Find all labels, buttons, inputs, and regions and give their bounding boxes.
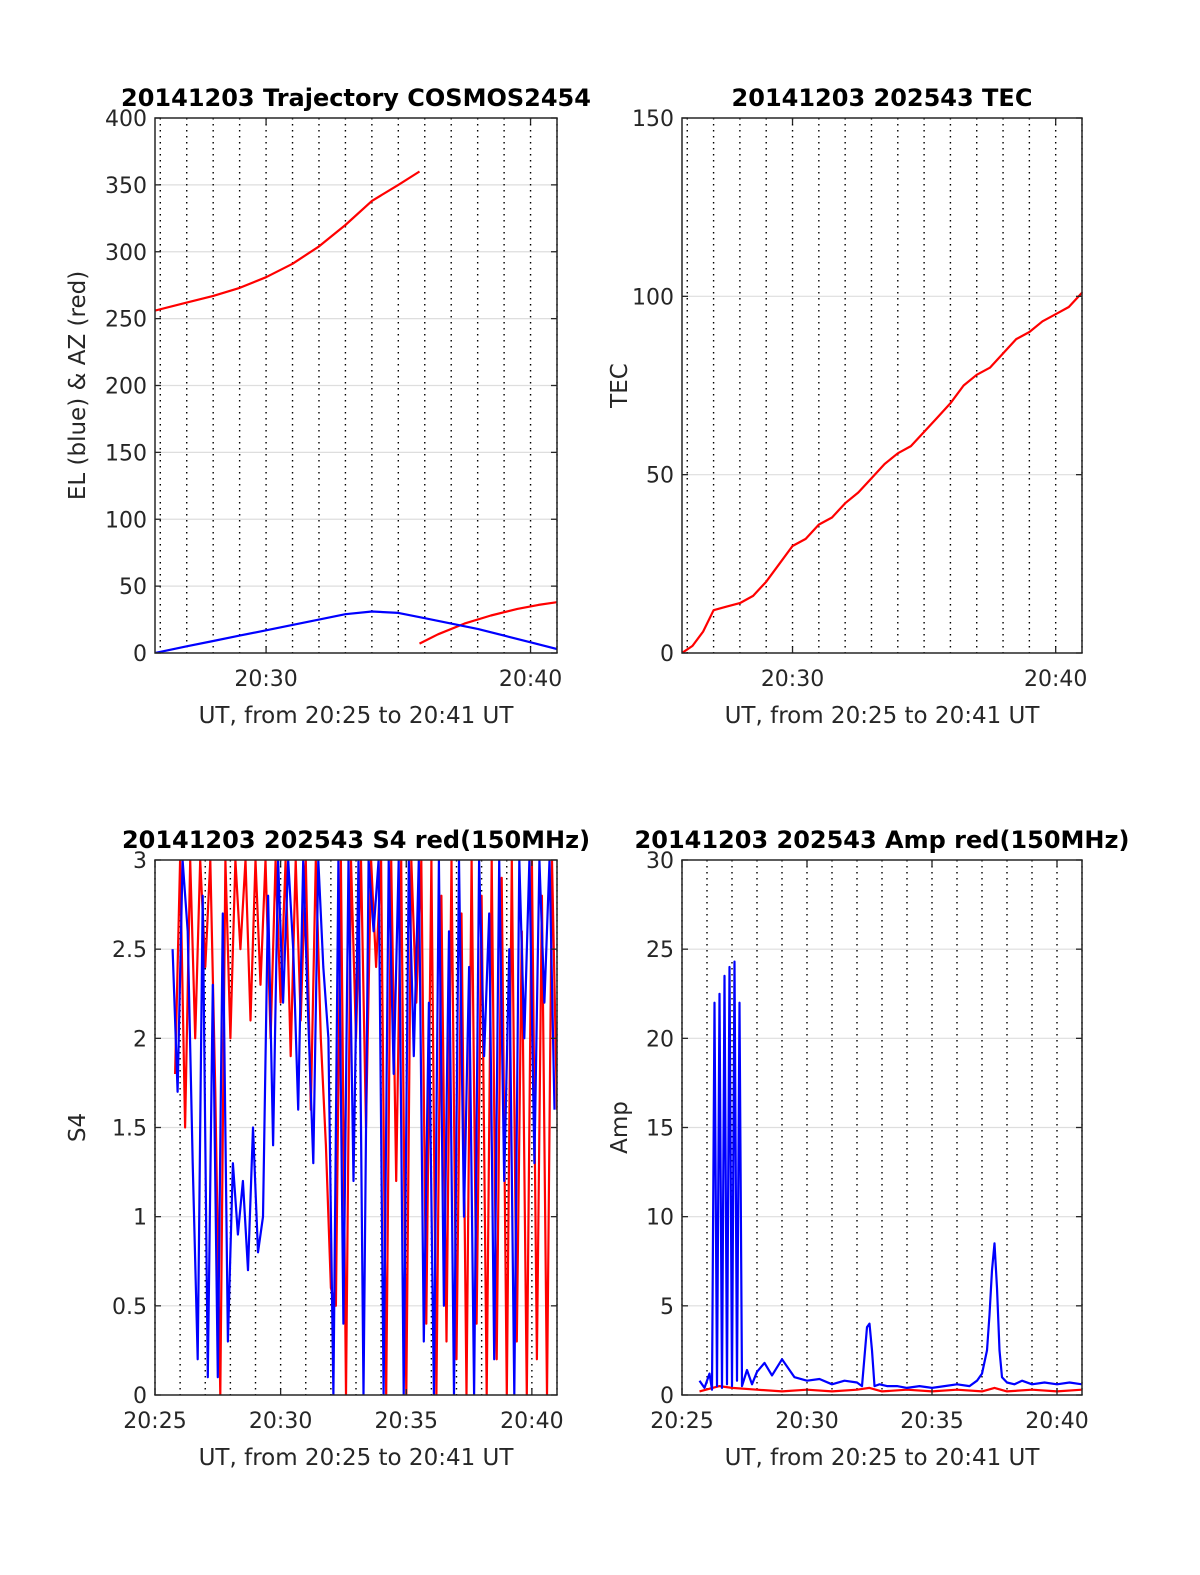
x-tick-label: 20:30: [775, 1409, 838, 1434]
x-tick-label: 20:35: [900, 1409, 963, 1434]
y-tick-label: 15: [646, 1117, 674, 1142]
plot-area: [682, 118, 1082, 653]
series-line-3: [155, 610, 557, 653]
y-tick-label: 2: [133, 1027, 147, 1052]
x-tick-label: 20:30: [761, 667, 824, 692]
x-tick-label: 20:30: [234, 667, 297, 692]
x-tick-label: 20:25: [650, 1409, 713, 1434]
y-tick-label: 100: [105, 508, 147, 533]
y-tick-label: 0: [660, 1384, 674, 1409]
x-axis-label: UT, from 20:25 to 20:41 UT: [199, 703, 515, 729]
chart-2: 0 50 100 150 20:30 20:40 20141203 202543 TEC UT…: [607, 84, 1087, 729]
series-line-2: [698, 960, 1082, 1391]
series-group: [698, 960, 1082, 1393]
y-axis-label: Amp: [607, 1101, 633, 1154]
y-axis-label: TEC: [607, 363, 633, 409]
y-tick-label: 3: [133, 849, 147, 874]
y-tick-label: 400: [105, 107, 147, 132]
y-tick-label: 150: [105, 441, 147, 466]
y-tick-label: 2.5: [112, 938, 147, 963]
y-axis-label: EL (blue) & AZ (red): [65, 271, 91, 500]
series-line-1: [682, 292, 1082, 653]
chart-4: 0 5 10 15 20 25 30 20:25 20:30 20:35 20:40 20141203…: [607, 826, 1129, 1471]
y-tick-label: 10: [646, 1206, 674, 1231]
x-axis-label: UT, from 20:25 to 20:41 UT: [199, 1445, 515, 1471]
x-tick-label: 20:40: [1024, 667, 1087, 692]
x-tick-label: 20:30: [249, 1409, 312, 1434]
x-tick-label: 20:35: [375, 1409, 438, 1434]
series-group: [155, 170, 557, 653]
series-group: [171, 860, 557, 1395]
x-axis-label: UT, from 20:25 to 20:41 UT: [725, 703, 1041, 729]
y-tick-label: 150: [632, 107, 674, 132]
y-tick-label: 250: [105, 308, 147, 333]
series-line-2: [171, 860, 556, 1395]
chart-3: 0 0.5 1 1.5 2 2.5 3 20:25 20:30 20:35 20:40 2014120…: [65, 826, 590, 1471]
y-tick-label: 20: [646, 1027, 674, 1052]
y-tick-label: 0.5: [112, 1295, 147, 1320]
series-line-1: [699, 1384, 1082, 1393]
chart-title: 20141203 202543 TEC: [732, 84, 1033, 112]
chart-title: 20141203 202543 Amp red(150MHz): [635, 826, 1130, 854]
y-axis-label: S4: [65, 1113, 91, 1142]
y-tick-label: 50: [119, 575, 147, 600]
y-tick-label: 50: [646, 464, 674, 489]
x-tick-label: 20:40: [499, 667, 562, 692]
x-axis-label: UT, from 20:25 to 20:41 UT: [725, 1445, 1041, 1471]
x-tick-label: 20:40: [500, 1409, 563, 1434]
y-tick-label: 0: [133, 1384, 147, 1409]
x-tick-label: 20:40: [1025, 1409, 1088, 1434]
y-tick-label: 1.5: [112, 1117, 147, 1142]
x-tick-label: 20:25: [123, 1409, 186, 1434]
y-tick-label: 0: [660, 642, 674, 667]
series-group: [682, 292, 1082, 653]
y-tick-label: 100: [632, 285, 674, 310]
y-tick-label: 25: [646, 938, 674, 963]
y-tick-label: 1: [133, 1206, 147, 1231]
y-tick-label: 30: [646, 849, 674, 874]
chart-title: 20141203 Trajectory COSMOS2454: [121, 84, 591, 112]
series-line-2: [419, 601, 557, 645]
y-tick-label: 300: [105, 241, 147, 266]
axes-frame: [681, 117, 1083, 654]
y-tick-label: 200: [105, 375, 147, 400]
series-line-1: [155, 170, 421, 312]
y-tick-label: 0: [133, 642, 147, 667]
chart-1: 0 50 100 150 200 250 300 350 400 20:30 20:40 201412…: [65, 84, 591, 729]
y-tick-label: 350: [105, 174, 147, 199]
chart-title: 20141203 202543 S4 red(150MHz): [122, 826, 590, 854]
y-tick-label: 5: [660, 1295, 674, 1320]
